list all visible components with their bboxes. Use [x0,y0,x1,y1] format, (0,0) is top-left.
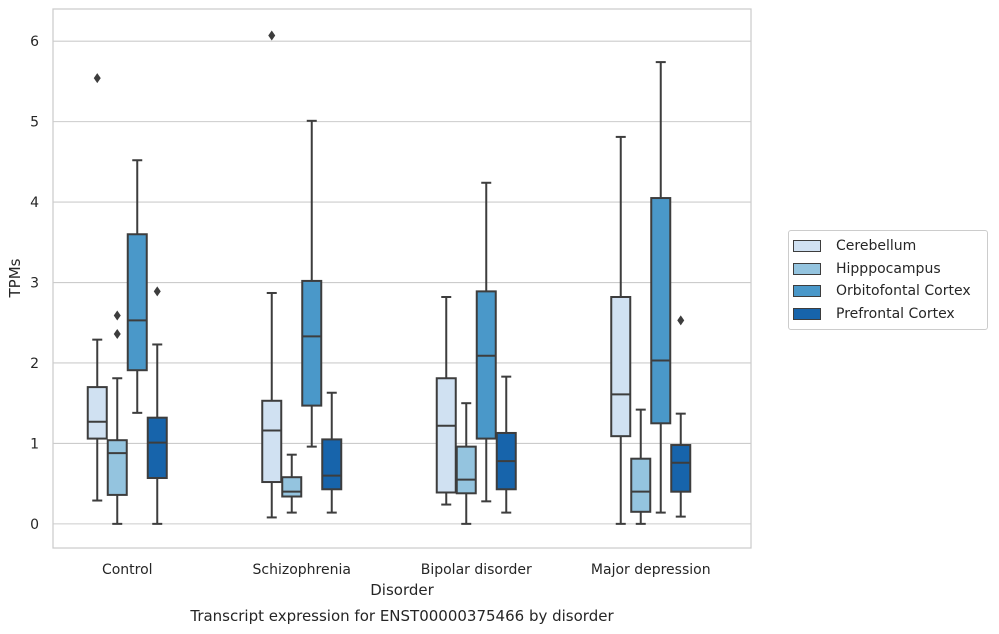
box-orbitofontal-cortex [301,119,323,448]
box-hipppocampus [455,402,477,525]
y-tick-label: 1 [30,436,39,452]
outlier-point [93,73,101,84]
box-prefrontal-cortex [495,375,517,514]
iqr-box [670,444,692,493]
box-hipppocampus [630,408,652,525]
box-cerebellum [610,135,632,525]
iqr-box [126,233,148,372]
legend-label: Orbitofontal Cortex [836,283,971,300]
legend-swatch [793,285,821,298]
iqr-box [106,439,128,496]
outlier-point [113,310,121,321]
outlier-point [113,329,121,340]
box-cerebellum [261,30,283,519]
iqr-box [650,197,672,425]
box-orbitofontal-cortex [650,61,672,514]
box-hipppocampus [106,310,128,525]
legend-item: Cerebellum [789,235,987,258]
outlier-point [268,30,276,41]
iqr-box [146,416,168,480]
box-orbitofontal-cortex [126,159,148,414]
legend-label: Prefrontal Cortex [836,305,955,322]
iqr-box [321,438,343,491]
iqr-box [281,476,303,498]
legend-swatch [793,240,821,253]
y-tick-label: 2 [30,356,39,372]
box-hipppocampus [281,453,303,514]
legend-item: Prefrontal Cortex [789,303,987,326]
iqr-box [261,399,283,484]
box-prefrontal-cortex [146,286,168,525]
y-tick-label: 6 [30,34,39,50]
iqr-box [610,296,632,438]
x-axis-label: Disorder [370,581,434,599]
x-tick-label: Schizophrenia [253,562,351,578]
y-tick-labels: 0 1 2 3 4 5 6 [30,34,39,533]
legend-item: Orbitofontal Cortex [789,280,987,303]
legend: Cerebellum Hipppocampus Orbitofontal Corte… [788,230,988,330]
iqr-box [301,279,323,407]
legend-item: Hipppocampus [789,258,987,281]
y-tick-label: 4 [30,195,39,211]
iqr-box [630,457,652,513]
iqr-box [435,377,457,494]
box-cerebellum [435,296,457,506]
x-tick-label: Bipolar disorder [421,562,532,578]
y-gridlines [53,40,751,525]
box-prefrontal-cortex [321,391,343,514]
legend-label: Hipppocampus [836,260,941,277]
plot-frame [52,8,752,549]
box-groups [86,30,692,525]
y-tick-label: 0 [30,517,39,533]
x-tick-label: Major depression [591,562,711,578]
y-tick-label: 3 [30,276,39,292]
box-cerebellum [86,73,108,502]
y-axis-label: TPMs [6,258,24,298]
legend-label: Cerebellum [836,238,917,255]
outlier-point [677,315,685,326]
y-tick-label: 5 [30,115,39,131]
iqr-box [455,445,477,495]
outlier-point [153,286,161,297]
x-tick-labels: Control Schizophrenia Bipolar disorder Majo… [102,562,711,578]
chart-caption: Transcript expression for ENST0000037546… [189,607,614,625]
box-orbitofontal-cortex [475,181,497,503]
iqr-box [475,290,497,440]
legend-swatch [793,307,821,320]
iqr-box [86,386,108,440]
legend-swatch [793,262,821,275]
x-tick-label: Control [102,562,153,578]
box-prefrontal-cortex [670,315,692,518]
